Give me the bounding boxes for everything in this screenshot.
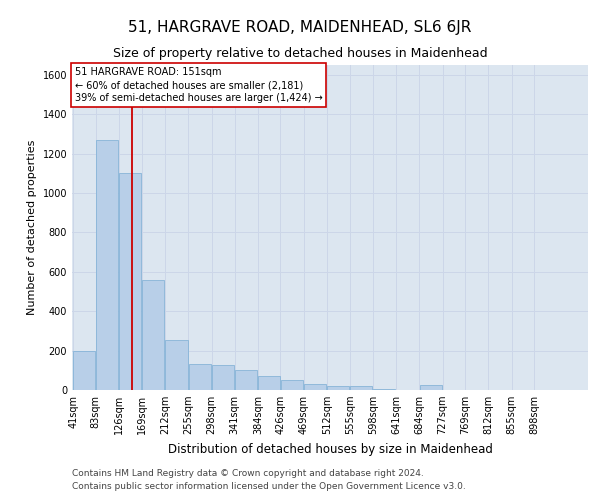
Bar: [188, 364, 211, 390]
Bar: [281, 380, 303, 390]
Y-axis label: Number of detached properties: Number of detached properties: [27, 140, 37, 315]
Text: 51 HARGRAVE ROAD: 151sqm
← 60% of detached houses are smaller (2,181)
39% of sem: 51 HARGRAVE ROAD: 151sqm ← 60% of detach…: [74, 67, 322, 104]
Text: 51, HARGRAVE ROAD, MAIDENHEAD, SL6 6JR: 51, HARGRAVE ROAD, MAIDENHEAD, SL6 6JR: [128, 20, 472, 35]
Bar: [350, 386, 372, 390]
Bar: [373, 389, 395, 390]
Text: Size of property relative to detached houses in Maidenhead: Size of property relative to detached ho…: [113, 48, 487, 60]
Bar: [96, 140, 118, 390]
Bar: [73, 350, 95, 390]
Bar: [166, 340, 188, 390]
X-axis label: Distribution of detached houses by size in Maidenhead: Distribution of detached houses by size …: [167, 442, 493, 456]
Bar: [212, 366, 234, 390]
Bar: [258, 376, 280, 390]
Bar: [119, 174, 141, 390]
Bar: [327, 386, 349, 390]
Bar: [235, 370, 257, 390]
Text: Contains public sector information licensed under the Open Government Licence v3: Contains public sector information licen…: [72, 482, 466, 491]
Bar: [142, 280, 164, 390]
Bar: [304, 384, 326, 390]
Text: Contains HM Land Registry data © Crown copyright and database right 2024.: Contains HM Land Registry data © Crown c…: [72, 468, 424, 477]
Bar: [419, 385, 442, 390]
